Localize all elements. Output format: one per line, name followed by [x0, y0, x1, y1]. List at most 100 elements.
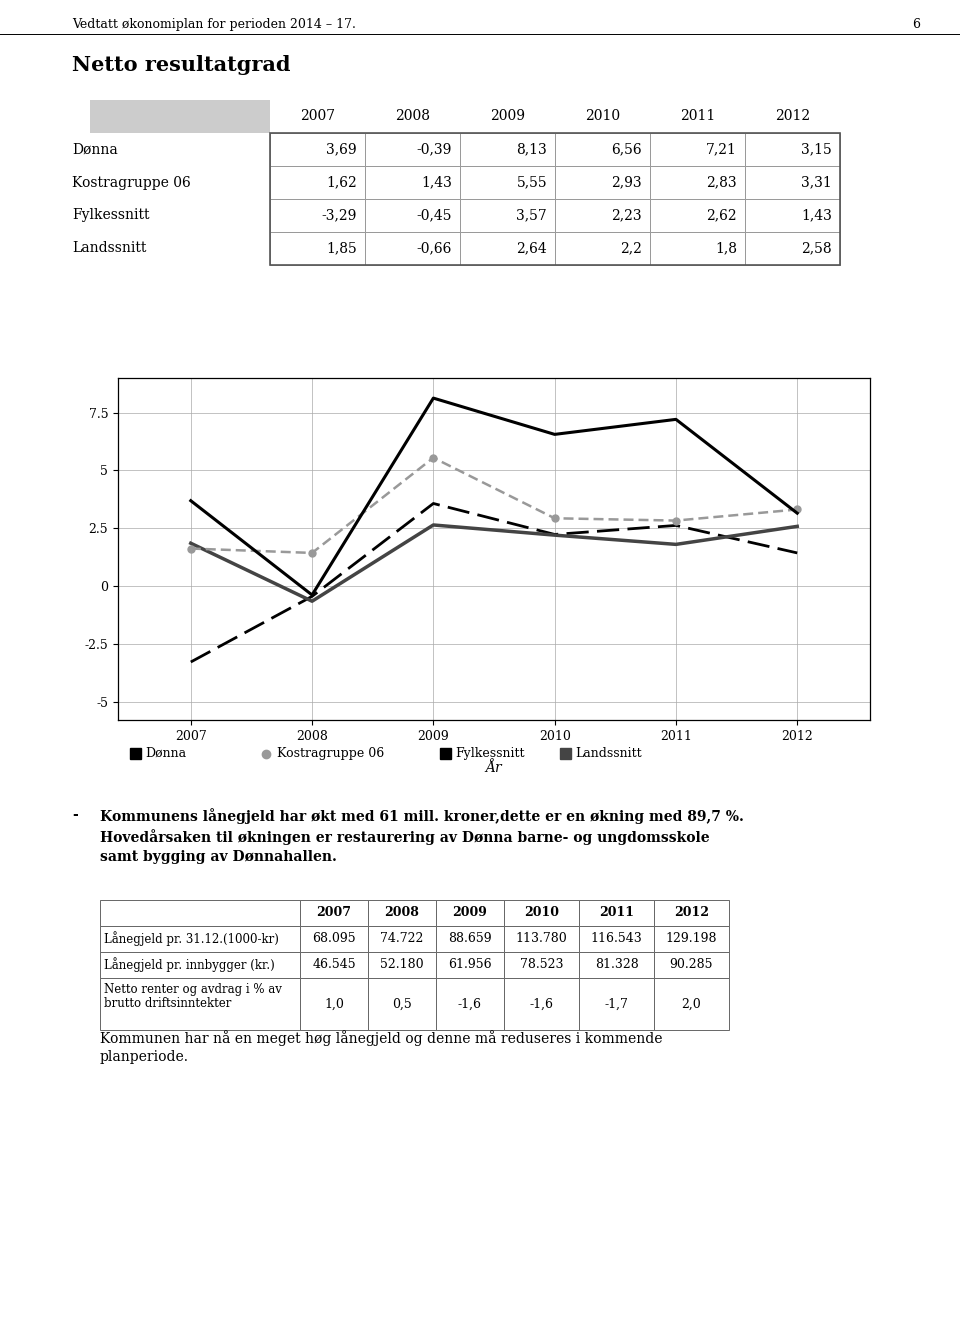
Text: 1,43: 1,43 [421, 175, 452, 190]
Bar [440, 748, 451, 759]
Text: Kommunen har nå en meget høg lånegjeld og denne må reduseres i kommende: Kommunen har nå en meget høg lånegjeld o… [100, 1030, 662, 1046]
Bar [436, 900, 504, 926]
Text: 61.956: 61.956 [448, 958, 492, 971]
Bar [504, 900, 579, 926]
Text: -0,66: -0,66 [417, 242, 452, 256]
Text: 3,15: 3,15 [802, 142, 832, 157]
Text: 2,62: 2,62 [707, 208, 737, 223]
Text: 2007: 2007 [317, 906, 351, 920]
Bar [460, 166, 555, 199]
Text: 2010: 2010 [585, 110, 620, 123]
Bar [745, 232, 840, 265]
Text: 2,0: 2,0 [682, 998, 702, 1010]
Bar [650, 199, 745, 232]
Bar [100, 926, 300, 951]
Text: 2009: 2009 [490, 110, 525, 123]
Bar [436, 978, 504, 1030]
Bar [436, 926, 504, 951]
Text: 52.180: 52.180 [380, 958, 423, 971]
Text: 81.328: 81.328 [594, 958, 638, 971]
Bar [90, 100, 270, 133]
Bar [300, 978, 368, 1030]
Text: 2010: 2010 [524, 906, 559, 920]
Text: 3,57: 3,57 [516, 208, 547, 223]
Bar [368, 951, 436, 978]
Text: 2,58: 2,58 [802, 242, 832, 256]
Text: 46.545: 46.545 [312, 958, 356, 971]
Text: 78.523: 78.523 [519, 958, 564, 971]
Text: -1,6: -1,6 [458, 998, 482, 1010]
Text: Kommunens lånegjeld har økt med 61 mill. kroner,dette er en økning med 89,7 %.: Kommunens lånegjeld har økt med 61 mill.… [100, 808, 744, 824]
Text: 113.780: 113.780 [516, 933, 567, 946]
Text: Kostragruppe 06: Kostragruppe 06 [72, 175, 191, 190]
Text: 1,62: 1,62 [326, 175, 357, 190]
Bar [504, 978, 579, 1030]
Bar [560, 748, 571, 759]
Bar [300, 951, 368, 978]
Text: 1,8: 1,8 [715, 242, 737, 256]
Bar [365, 199, 460, 232]
Text: Fylkessnitt: Fylkessnitt [455, 747, 524, 760]
Bar [654, 900, 729, 926]
Text: -0,45: -0,45 [417, 208, 452, 223]
Text: 2008: 2008 [385, 906, 420, 920]
Bar [745, 133, 840, 166]
Bar [368, 926, 436, 951]
Text: 3,31: 3,31 [802, 175, 832, 190]
Bar [654, 926, 729, 951]
Bar [365, 133, 460, 166]
Bar [460, 199, 555, 232]
Text: 2,2: 2,2 [620, 242, 642, 256]
Text: Landssnitt: Landssnitt [575, 747, 641, 760]
Bar [270, 166, 365, 199]
Bar [504, 951, 579, 978]
Text: planperiode.: planperiode. [100, 1050, 189, 1064]
Text: Dønna: Dønna [145, 747, 186, 760]
Text: 6: 6 [912, 19, 920, 31]
Bar [270, 133, 365, 166]
Bar [579, 951, 654, 978]
Text: 2012: 2012 [775, 110, 810, 123]
Text: 74.722: 74.722 [380, 933, 423, 946]
Text: 7,21: 7,21 [707, 142, 737, 157]
Bar [504, 926, 579, 951]
Bar [650, 232, 745, 265]
Text: Netto resultatgrad: Netto resultatgrad [72, 54, 291, 76]
Bar [555, 199, 650, 232]
Text: 3,69: 3,69 [326, 142, 357, 157]
Bar [460, 133, 555, 166]
Text: 129.198: 129.198 [665, 933, 717, 946]
Text: 8,13: 8,13 [516, 142, 547, 157]
Bar [745, 166, 840, 199]
Text: brutto driftsinntekter: brutto driftsinntekter [104, 997, 231, 1010]
Text: Netto renter og avdrag i % av: Netto renter og avdrag i % av [104, 983, 282, 997]
Text: 2,23: 2,23 [612, 208, 642, 223]
Bar [579, 900, 654, 926]
Text: 5,55: 5,55 [516, 175, 547, 190]
Text: Lånegjeld pr. 31.12.(1000-kr): Lånegjeld pr. 31.12.(1000-kr) [104, 932, 278, 946]
Text: 2012: 2012 [674, 906, 709, 920]
Text: Landssnitt: Landssnitt [72, 242, 146, 256]
Bar [130, 748, 141, 759]
Bar [579, 978, 654, 1030]
Text: 2011: 2011 [680, 110, 715, 123]
Bar [365, 232, 460, 265]
Text: 1,85: 1,85 [326, 242, 357, 256]
Text: 2,64: 2,64 [516, 242, 547, 256]
Bar [100, 951, 300, 978]
Text: -1,6: -1,6 [530, 998, 554, 1010]
Text: 2,83: 2,83 [707, 175, 737, 190]
Text: 2007: 2007 [300, 110, 335, 123]
Text: 116.543: 116.543 [590, 933, 642, 946]
Text: -1,7: -1,7 [605, 998, 629, 1010]
Bar [365, 166, 460, 199]
Bar [460, 232, 555, 265]
Text: 1,43: 1,43 [802, 208, 832, 223]
Bar [100, 978, 300, 1030]
Text: 6,56: 6,56 [612, 142, 642, 157]
Text: samt bygging av Dønnahallen.: samt bygging av Dønnahallen. [100, 851, 337, 864]
Text: 68.095: 68.095 [312, 933, 356, 946]
Text: -: - [72, 808, 78, 821]
Bar [270, 232, 365, 265]
Text: Lånegjeld pr. innbygger (kr.): Lånegjeld pr. innbygger (kr.) [104, 957, 275, 971]
